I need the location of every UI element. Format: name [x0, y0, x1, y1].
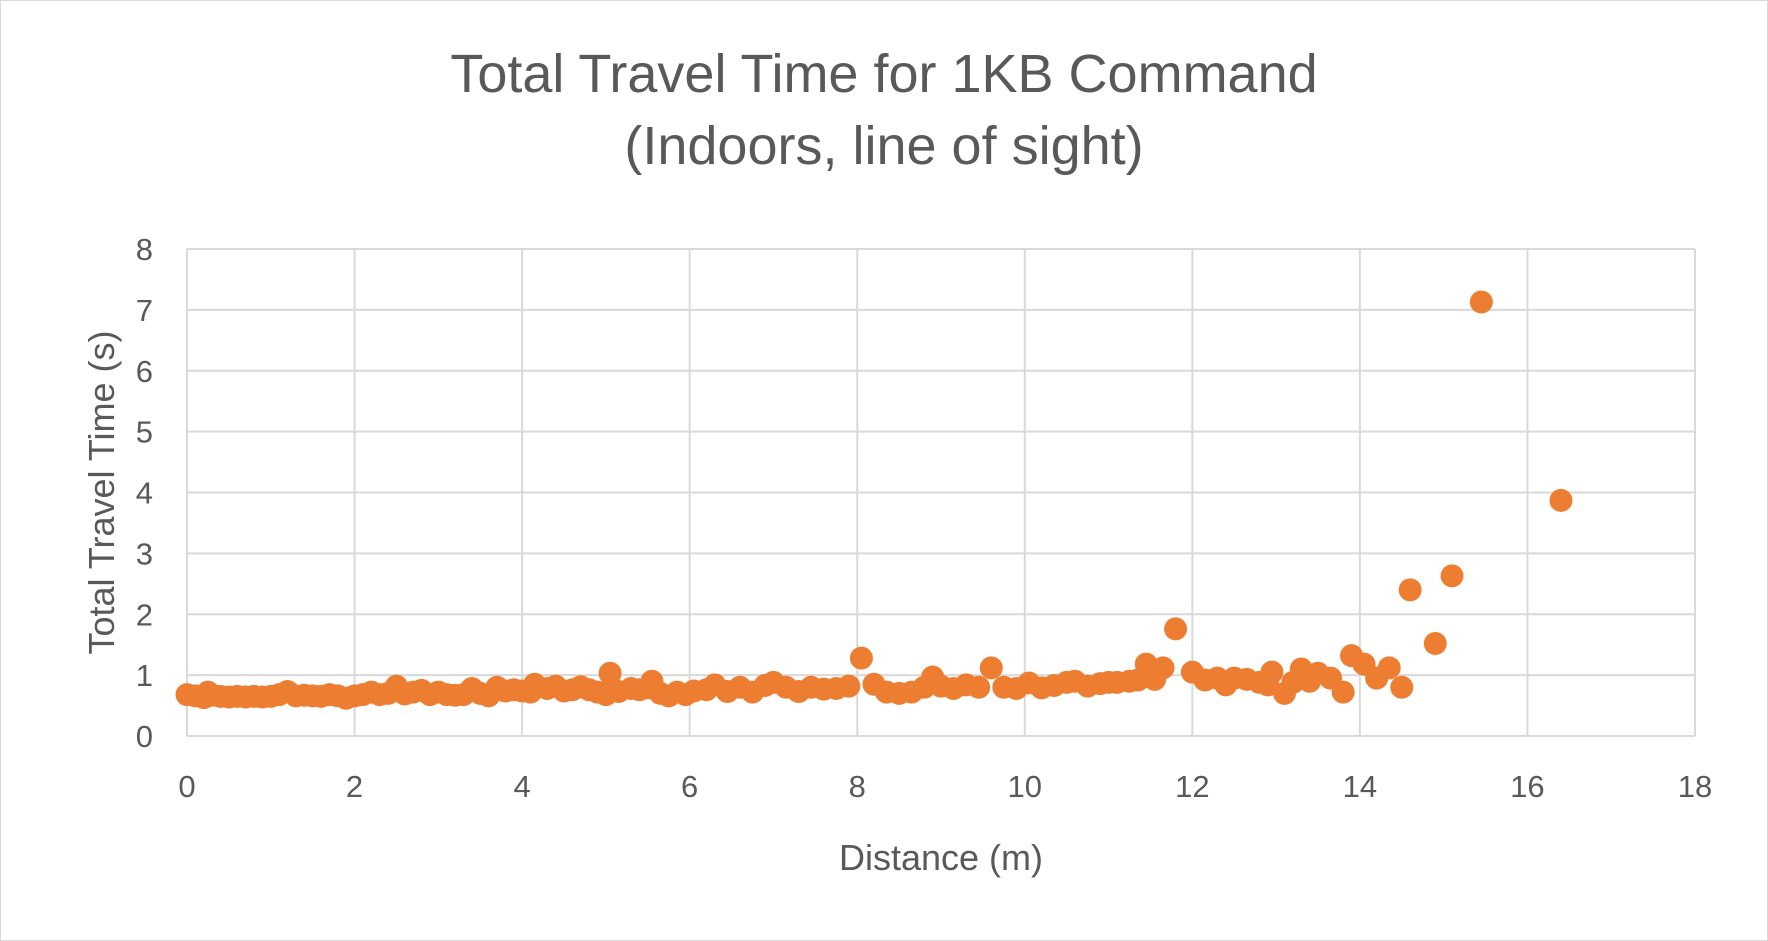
x-tick-label: 18 — [1678, 769, 1712, 804]
data-point — [1390, 675, 1414, 699]
data-point — [979, 656, 1003, 680]
grid-layer — [186, 248, 1696, 737]
y-tick-label: 3 — [136, 536, 153, 571]
data-point — [1377, 656, 1401, 680]
data-point — [1398, 578, 1422, 602]
data-point — [1549, 488, 1573, 512]
y-tick-label: 7 — [136, 293, 153, 328]
x-tick-label: 10 — [1008, 769, 1042, 804]
data-point — [1260, 660, 1284, 684]
x-tick-label: 4 — [513, 769, 530, 804]
data-point — [1151, 656, 1175, 680]
chart-title-block: Total Travel Time for 1KB Command (Indoo… — [0, 38, 1768, 182]
x-axis-title: Distance (m) — [839, 837, 1043, 878]
x-tick-label: 2 — [346, 769, 363, 804]
x-tick-label: 0 — [178, 769, 195, 804]
data-point — [1164, 617, 1188, 641]
data-point — [849, 646, 873, 670]
y-axis-title: Total Travel Time (s) — [81, 330, 122, 654]
chart-subtitle: (Indoors, line of sight) — [624, 116, 1144, 176]
y-tick-label: 8 — [136, 232, 153, 267]
y-tick-label: 0 — [136, 719, 153, 754]
x-tick-label: 6 — [681, 769, 698, 804]
x-tick-label: 14 — [1343, 769, 1377, 804]
x-tick-label: 12 — [1175, 769, 1209, 804]
data-point — [967, 675, 991, 699]
data-point — [1440, 564, 1464, 588]
y-tick-label: 2 — [136, 597, 153, 632]
data-point — [837, 674, 861, 698]
y-tick-label: 4 — [136, 476, 153, 511]
data-points — [175, 290, 1573, 710]
y-tick-label: 6 — [136, 354, 153, 389]
x-tick-label: 8 — [849, 769, 866, 804]
data-point — [1331, 680, 1355, 704]
data-point — [598, 661, 622, 685]
data-point — [1469, 290, 1493, 314]
y-tick-label: 1 — [136, 658, 153, 693]
y-tick-label: 5 — [136, 415, 153, 450]
x-tick-label: 16 — [1510, 769, 1544, 804]
chart-title: Total Travel Time for 1KB Command — [450, 44, 1318, 104]
data-point — [1423, 631, 1447, 655]
